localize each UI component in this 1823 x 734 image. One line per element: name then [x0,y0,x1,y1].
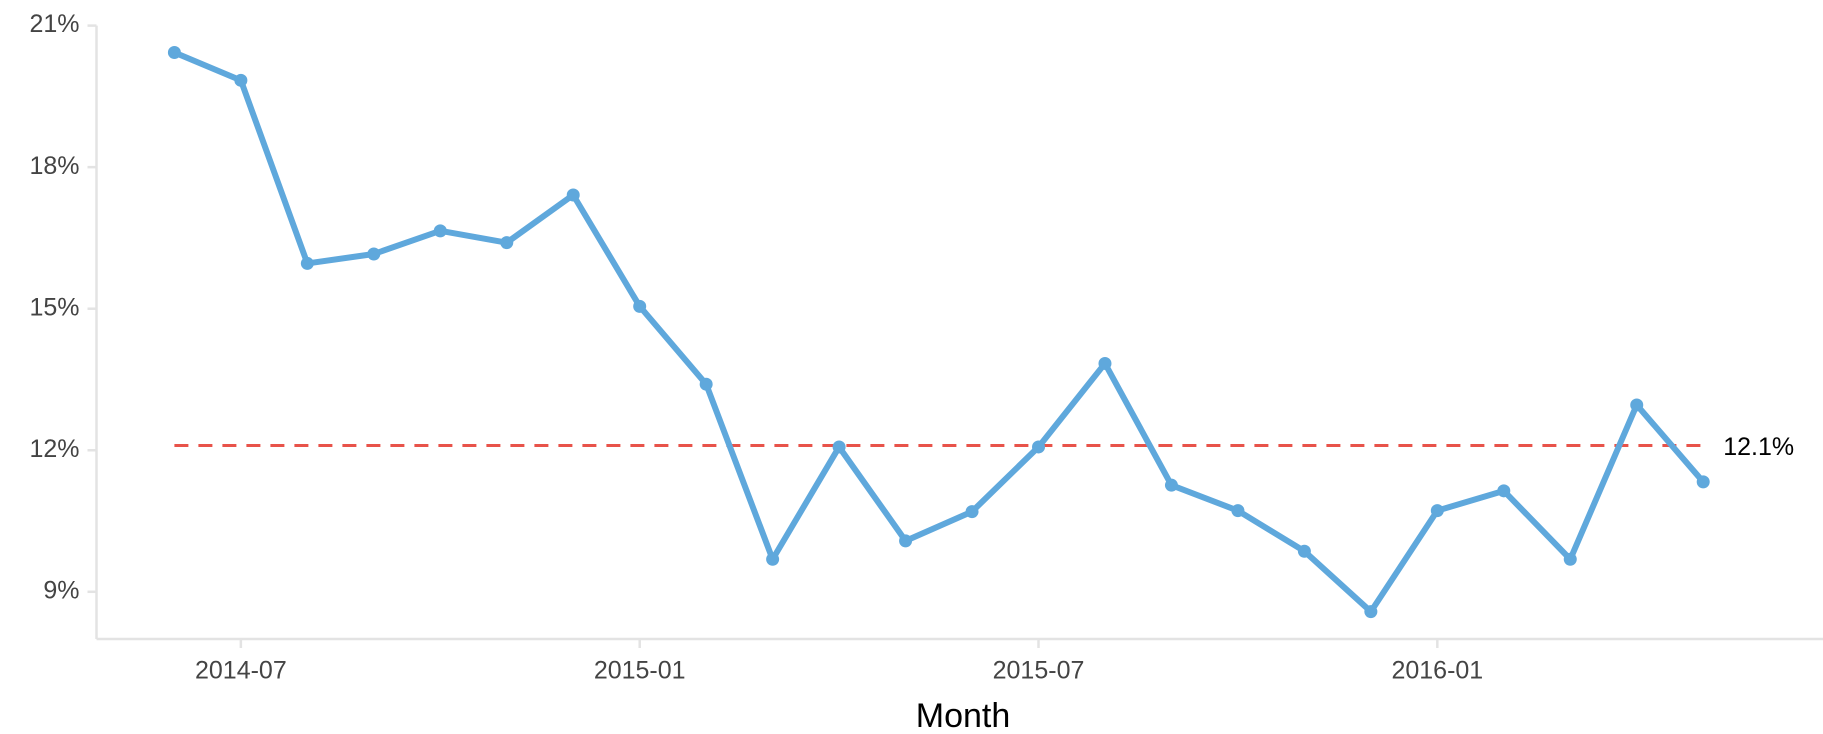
data-point [1364,605,1378,619]
data-point [1032,440,1046,454]
data-point [1430,504,1444,518]
data-point [300,256,314,270]
data-point [699,377,713,391]
data-point [899,534,913,548]
y-tick-label: 9% [43,576,79,604]
data-point [1497,484,1511,498]
data-point [1563,552,1577,566]
data-point [832,440,846,454]
data-point [1696,475,1710,489]
y-tick-label: 21% [29,10,79,38]
data-point [566,188,580,202]
x-tick-label: 2015-07 [993,657,1085,685]
data-point [1098,356,1112,370]
x-tick-label: 2015-01 [594,657,686,685]
data-point [1630,398,1644,412]
data-point [433,224,447,238]
reference-label: 12.1% [1723,433,1794,461]
y-tick-label: 18% [29,152,79,180]
data-point [1164,478,1178,492]
data-point [633,299,647,313]
data-point [1297,544,1311,558]
data-point [766,552,780,566]
x-tick-label: 2016-01 [1391,657,1483,685]
y-tick-label: 15% [29,293,79,321]
data-point [367,247,381,261]
data-point [500,236,514,250]
x-tick-label: 2014-07 [195,657,287,685]
data-point [1231,504,1245,518]
series-line [173,49,1706,615]
y-tick-label: 12% [29,435,79,463]
data-point [167,45,181,59]
x-axis-label: Month [916,697,1011,734]
data-point [965,505,979,519]
data-point [234,73,248,87]
